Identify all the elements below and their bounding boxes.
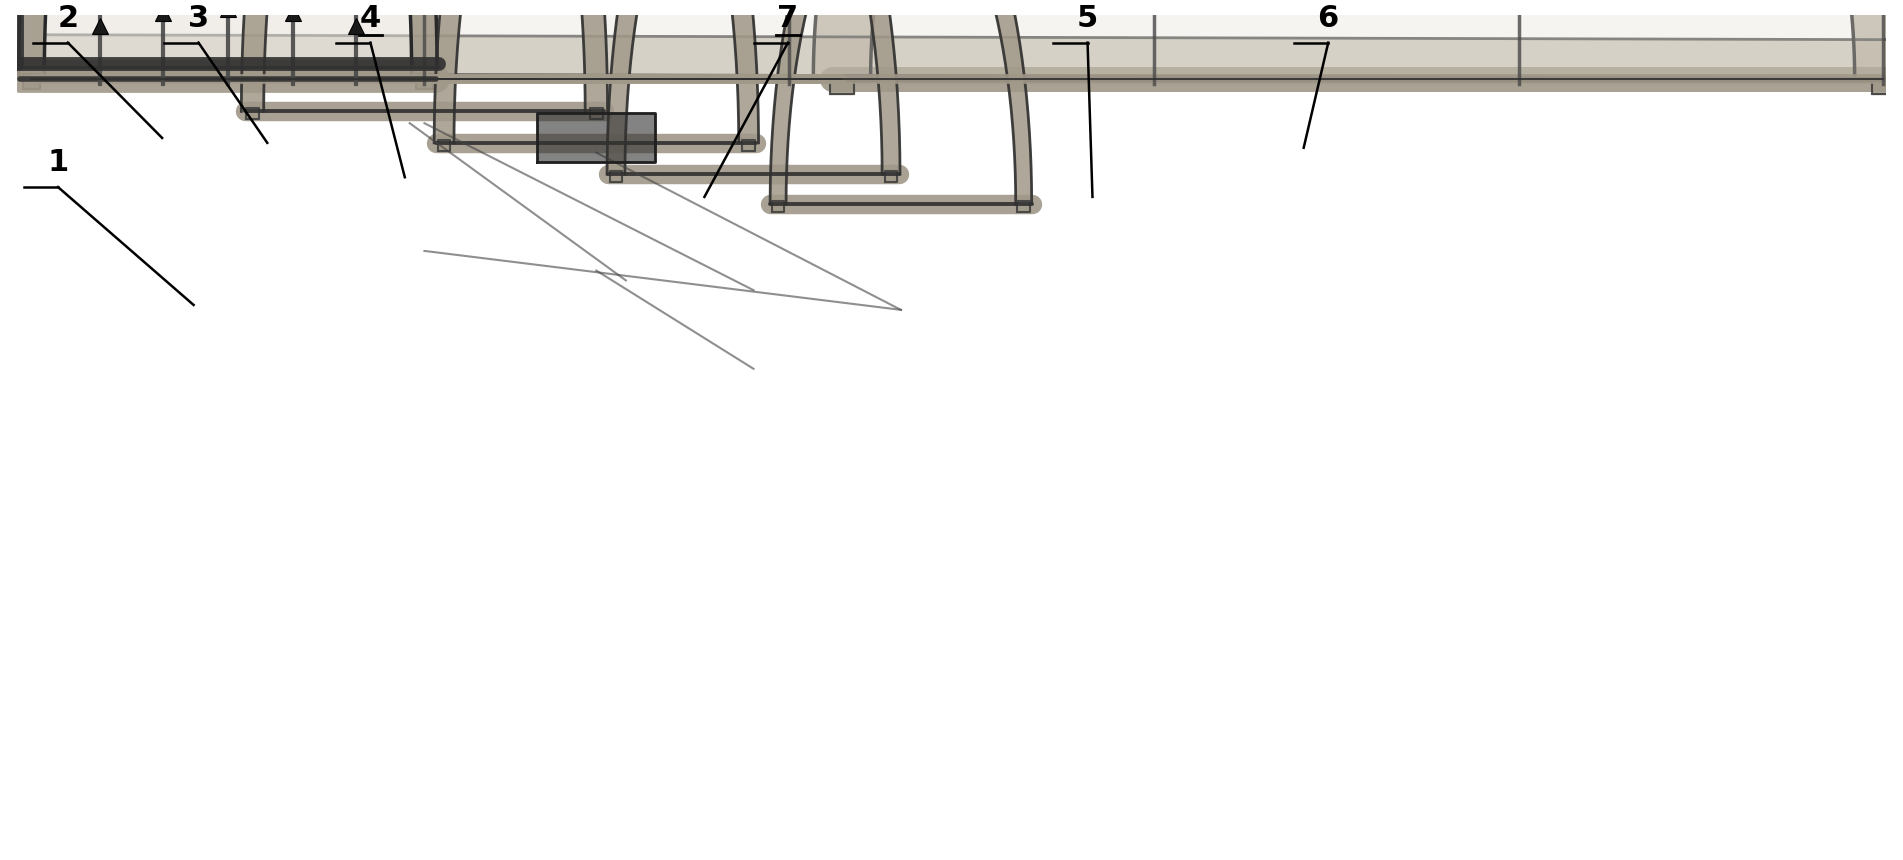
Text: 6: 6 — [1317, 3, 1340, 33]
Polygon shape — [245, 108, 259, 120]
Text: 2: 2 — [57, 3, 78, 33]
Polygon shape — [537, 114, 655, 163]
Polygon shape — [813, 0, 1903, 79]
Polygon shape — [46, 34, 1903, 79]
Text: 7: 7 — [776, 3, 799, 33]
Polygon shape — [1018, 201, 1030, 212]
Polygon shape — [773, 201, 784, 212]
Polygon shape — [19, 0, 438, 79]
Polygon shape — [607, 0, 900, 175]
Polygon shape — [1871, 79, 1895, 94]
Polygon shape — [885, 171, 898, 182]
Polygon shape — [830, 79, 854, 94]
Polygon shape — [32, 0, 424, 79]
Text: 5: 5 — [1077, 3, 1098, 33]
Polygon shape — [590, 108, 603, 120]
Polygon shape — [242, 0, 607, 112]
Polygon shape — [438, 140, 451, 150]
Polygon shape — [609, 171, 622, 182]
Polygon shape — [771, 0, 1031, 204]
Text: 3: 3 — [188, 3, 209, 33]
Polygon shape — [424, 0, 1884, 79]
Text: 4: 4 — [360, 3, 381, 33]
Text: 1: 1 — [48, 148, 69, 177]
Polygon shape — [415, 74, 434, 89]
Polygon shape — [23, 74, 40, 89]
Polygon shape — [434, 0, 759, 143]
Polygon shape — [742, 140, 755, 150]
